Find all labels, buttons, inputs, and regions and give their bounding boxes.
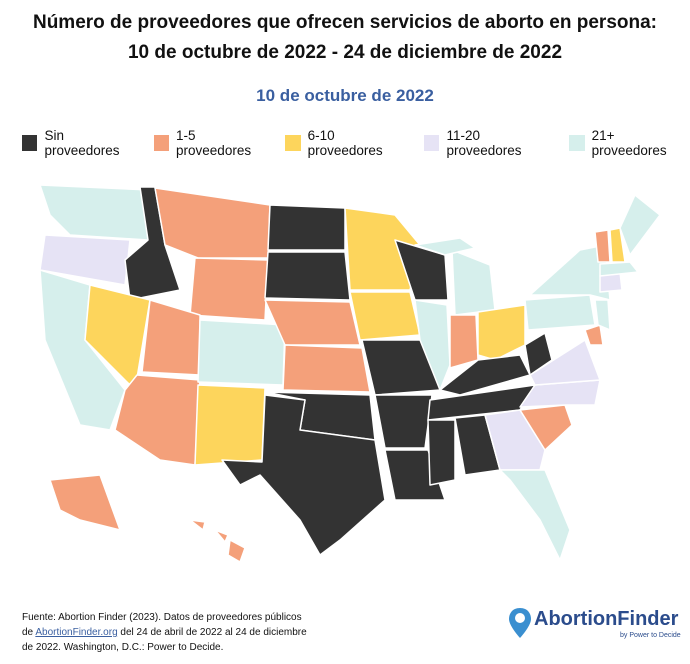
source-text: del 24 de abril de 2022 al 24 de diciemb… xyxy=(22,627,307,653)
legend-swatch xyxy=(285,135,301,151)
legend-item: 6-10 proveedores xyxy=(285,128,410,158)
state xyxy=(584,324,604,346)
source-link[interactable]: AbortionFinder.org xyxy=(35,627,118,638)
state xyxy=(39,234,131,286)
state xyxy=(264,299,361,346)
legend-item: 1-5 proveedores xyxy=(153,128,272,158)
logo-icon xyxy=(509,608,531,638)
legend-label: 11-20 proveedores xyxy=(446,128,522,158)
state xyxy=(599,261,639,277)
state xyxy=(439,354,531,396)
state xyxy=(529,339,601,386)
state xyxy=(227,539,246,563)
state xyxy=(427,419,456,486)
legend-swatch xyxy=(423,135,440,151)
map xyxy=(39,184,661,563)
legend-swatch xyxy=(569,135,585,151)
state xyxy=(484,409,546,471)
state xyxy=(619,194,661,256)
state xyxy=(114,374,201,466)
legend-item: 11-20 proveedores xyxy=(423,128,555,158)
logo: AbortionFinder by Power to Decide xyxy=(508,606,681,645)
state xyxy=(189,519,206,531)
legend-item: Sin proveedores xyxy=(22,128,140,158)
state xyxy=(524,332,553,376)
legend-label: 1-5 proveedores xyxy=(176,128,252,158)
state xyxy=(221,394,386,556)
state xyxy=(477,304,526,361)
state xyxy=(594,299,611,331)
state xyxy=(519,379,601,408)
state xyxy=(282,344,371,393)
state xyxy=(451,249,496,316)
legend: Sin proveedores 1-5 proveedores 6-10 prove… xyxy=(22,128,690,158)
legend-swatch xyxy=(22,135,38,151)
state xyxy=(214,529,229,543)
title: 10 de octubre de 2022 - 24 de diciembre … xyxy=(127,42,563,63)
state xyxy=(414,237,476,256)
source-text: Fuente: Abortion Finder (2023). Datos de… xyxy=(22,612,302,638)
source: Fuente: Abortion Finder (2023). Datos de… xyxy=(22,610,312,655)
state xyxy=(194,384,266,466)
legend-swatch xyxy=(153,135,170,151)
state xyxy=(49,474,121,531)
title: Número de proveedores que ofrecen servic… xyxy=(32,12,657,33)
subtitle: 10 de octubre de 2022 xyxy=(256,86,434,105)
state xyxy=(39,184,151,241)
state xyxy=(524,294,596,331)
state xyxy=(449,314,479,369)
legend-label: 6-10 proveedores xyxy=(307,128,383,158)
logo-name: AbortionFinder xyxy=(534,608,679,630)
state xyxy=(519,404,573,451)
state xyxy=(594,229,611,263)
state xyxy=(189,257,269,321)
state xyxy=(414,299,451,391)
legend-label: 21+ proveedores xyxy=(591,128,667,158)
state xyxy=(499,469,571,561)
logo-tagline: by Power to Decide xyxy=(620,632,681,639)
state xyxy=(349,291,421,341)
state xyxy=(264,251,351,301)
legend-item: 21+ proveedores xyxy=(569,128,690,158)
legend-label: Sin proveedores xyxy=(44,128,120,158)
state xyxy=(374,394,433,449)
state xyxy=(267,204,346,251)
state xyxy=(154,187,271,259)
state xyxy=(197,319,286,386)
